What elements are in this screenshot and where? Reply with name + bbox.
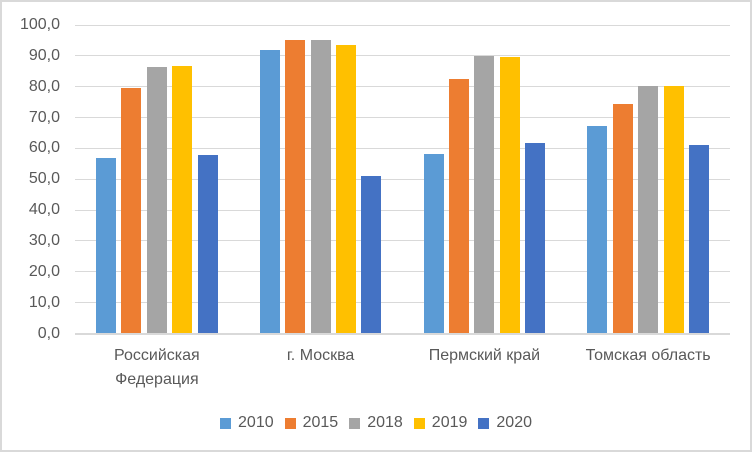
gridline-100 <box>75 24 730 26</box>
bar-2020-category-3 <box>525 143 546 334</box>
gridline-20 <box>75 271 730 273</box>
y-tick-label-100: 100,0 <box>19 16 60 33</box>
bar-2019-category-4 <box>663 86 684 334</box>
category-label-3: Пермский край <box>428 347 541 364</box>
y-tick-label-10: 10,0 <box>28 293 60 311</box>
legend-swatch-2018 <box>349 417 361 429</box>
gridline-30 <box>75 240 730 242</box>
legend-item-2015: 2015 <box>284 414 339 432</box>
y-tick-label-60: 60,0 <box>28 139 60 157</box>
y-tick-label-0: 0,0 <box>37 324 60 342</box>
legend-swatch-2015 <box>284 417 296 429</box>
bar-2019-category-1 <box>172 66 193 334</box>
legend-item-2010: 2010 <box>220 414 274 432</box>
y-tick-label-70: 70,0 <box>28 108 60 126</box>
bar-2015-category-2 <box>285 40 306 334</box>
legend-label-2020: 2020 <box>496 414 532 431</box>
category-label-4: Томская область <box>585 347 711 364</box>
y-tick-label-50: 50,0 <box>28 170 60 188</box>
bar-2020-category-4 <box>688 145 709 334</box>
gridline-50 <box>75 178 730 180</box>
gridline-80 <box>75 86 730 88</box>
bar-2020-category-2 <box>361 176 382 334</box>
gridline-90 <box>75 55 730 57</box>
gridline-40 <box>75 209 730 211</box>
y-tick-label-90: 90,0 <box>28 46 60 64</box>
bar-2015-category-4 <box>612 104 633 334</box>
category-label-2: г. Москва <box>286 347 355 364</box>
bar-2010-category-2 <box>259 50 280 334</box>
bar-2018-category-3 <box>474 56 495 334</box>
y-tick-label-30: 30,0 <box>28 231 60 249</box>
legend-item-2020: 2020 <box>478 414 532 432</box>
gridline-60 <box>75 147 730 149</box>
legend-label-2015: 2015 <box>302 414 339 431</box>
gridline-10 <box>75 302 730 304</box>
bar-2010-category-3 <box>423 153 444 334</box>
legend-swatch-2020 <box>478 417 490 429</box>
bar-2018-category-2 <box>310 40 331 334</box>
gridline-70 <box>75 117 730 119</box>
bar-2015-category-1 <box>121 88 142 334</box>
legend-item-2019: 2019 <box>413 414 468 432</box>
chart-legend: 2010 2015 2018 2019 2020 <box>2 410 750 436</box>
category-label-1: Российская Федерация <box>114 347 200 388</box>
bar-2010-category-4 <box>587 126 608 334</box>
bar-2020-category-1 <box>197 154 218 334</box>
bar-2018-category-4 <box>638 86 659 334</box>
legend-label-2018: 2018 <box>367 414 403 431</box>
legend-item-2018: 2018 <box>349 414 403 432</box>
bar-2015-category-3 <box>448 79 469 334</box>
y-tick-label-80: 80,0 <box>28 77 60 95</box>
bar-2019-category-2 <box>336 44 357 334</box>
y-tick-label-40: 40,0 <box>28 201 60 219</box>
bar-2018-category-1 <box>146 67 167 334</box>
bar-2019-category-3 <box>499 57 520 334</box>
x-axis-line <box>75 332 730 335</box>
legend-label-2010: 2010 <box>238 414 274 431</box>
bar-2010-category-1 <box>96 158 117 334</box>
legend-label-2019: 2019 <box>431 414 468 431</box>
y-tick-label-20: 20,0 <box>28 262 60 280</box>
legend-swatch-2010 <box>220 417 232 429</box>
legend-swatch-2019 <box>413 417 425 429</box>
